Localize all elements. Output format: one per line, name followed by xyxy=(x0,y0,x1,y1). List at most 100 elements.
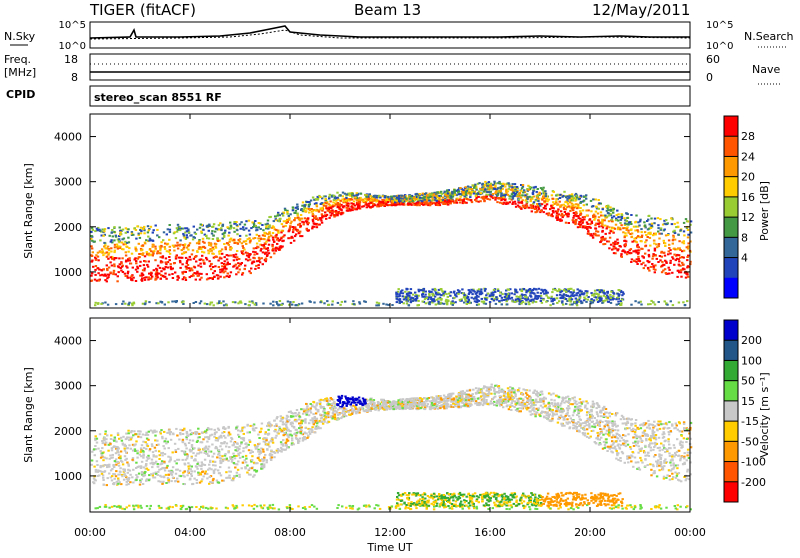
data-cell xyxy=(139,261,141,263)
data-cell xyxy=(215,431,217,433)
data-cell xyxy=(300,214,302,216)
data-cell xyxy=(583,299,585,301)
data-cell xyxy=(358,301,360,303)
data-cell xyxy=(114,437,116,439)
data-cell xyxy=(537,295,539,297)
data-cell xyxy=(202,229,204,231)
data-cell xyxy=(120,483,122,485)
data-cell xyxy=(309,301,311,303)
data-cell xyxy=(565,291,567,293)
data-cell xyxy=(635,462,637,464)
data-cell xyxy=(655,255,657,257)
data-cell xyxy=(272,304,274,306)
data-cell xyxy=(127,237,129,239)
data-cell xyxy=(271,245,273,247)
data-cell xyxy=(156,252,158,254)
data-cell xyxy=(608,427,610,429)
data-cell xyxy=(683,250,685,252)
data-cell xyxy=(106,269,108,271)
colorbar-swatch xyxy=(724,197,738,218)
data-cell xyxy=(111,229,113,231)
data-cell xyxy=(498,198,500,200)
colorbar-tick-label: 28 xyxy=(741,130,755,143)
data-cell xyxy=(108,249,110,251)
data-cell xyxy=(245,461,247,463)
data-cell xyxy=(612,292,614,294)
data-cell xyxy=(619,448,621,450)
data-cell xyxy=(219,222,221,224)
data-cell xyxy=(546,198,548,200)
data-cell xyxy=(118,271,120,273)
data-cell xyxy=(338,207,340,209)
data-cell xyxy=(612,295,614,297)
data-cell xyxy=(401,289,403,291)
data-cell xyxy=(647,236,649,238)
data-cell xyxy=(181,257,183,259)
data-cell xyxy=(195,233,197,235)
data-cell xyxy=(606,216,608,218)
data-cell xyxy=(643,257,645,259)
data-cell xyxy=(179,261,181,263)
data-cell xyxy=(140,232,142,234)
data-cell xyxy=(391,304,393,306)
data-cell xyxy=(406,303,408,305)
data-cell xyxy=(90,275,92,277)
data-cell xyxy=(578,217,580,219)
data-cell xyxy=(301,303,303,305)
data-cell xyxy=(648,270,650,272)
data-cell xyxy=(206,237,208,239)
data-cell xyxy=(463,294,465,296)
data-cell xyxy=(624,252,626,254)
data-cell xyxy=(534,208,536,210)
data-cell xyxy=(187,259,189,261)
data-cell xyxy=(90,231,92,233)
data-cell xyxy=(585,198,587,200)
data-cell xyxy=(595,228,597,230)
data-cell xyxy=(200,300,202,302)
data-cell xyxy=(459,196,461,198)
data-cell xyxy=(257,267,259,269)
data-cell xyxy=(591,298,593,300)
data-cell xyxy=(534,206,536,208)
data-cell xyxy=(677,234,679,236)
data-cell xyxy=(148,301,150,303)
data-cell xyxy=(474,185,476,187)
data-cell xyxy=(453,297,455,299)
data-cell xyxy=(552,303,554,305)
data-cell xyxy=(182,459,184,461)
data-cell xyxy=(531,210,533,212)
data-cell xyxy=(321,222,323,224)
data-cell xyxy=(186,230,188,232)
data-cell xyxy=(285,225,287,227)
data-cell xyxy=(564,205,566,207)
data-cell xyxy=(520,197,522,199)
data-cell xyxy=(590,210,592,212)
noise-sky-trace xyxy=(90,26,690,38)
data-cell xyxy=(165,474,167,476)
data-cell xyxy=(672,243,674,245)
data-cell xyxy=(495,183,497,185)
data-cell xyxy=(140,436,142,438)
data-cell xyxy=(464,186,466,188)
data-cell xyxy=(143,232,145,234)
data-cell xyxy=(578,198,580,200)
data-cell xyxy=(533,201,535,203)
data-cell xyxy=(687,234,689,236)
data-cell xyxy=(470,289,472,291)
data-cell xyxy=(255,427,257,429)
data-cell xyxy=(355,404,357,406)
data-cell xyxy=(296,438,298,440)
data-cell xyxy=(280,238,282,240)
data-cell xyxy=(248,449,250,451)
data-cell xyxy=(227,273,229,275)
data-cell xyxy=(359,201,361,203)
data-cell xyxy=(325,198,327,200)
data-cell xyxy=(572,293,574,295)
data-cell xyxy=(160,270,162,272)
data-cell xyxy=(561,295,563,297)
data-cell xyxy=(117,478,119,480)
data-cell xyxy=(327,304,329,306)
data-cell xyxy=(263,232,265,234)
data-cell xyxy=(452,300,454,302)
data-cell xyxy=(575,215,577,217)
